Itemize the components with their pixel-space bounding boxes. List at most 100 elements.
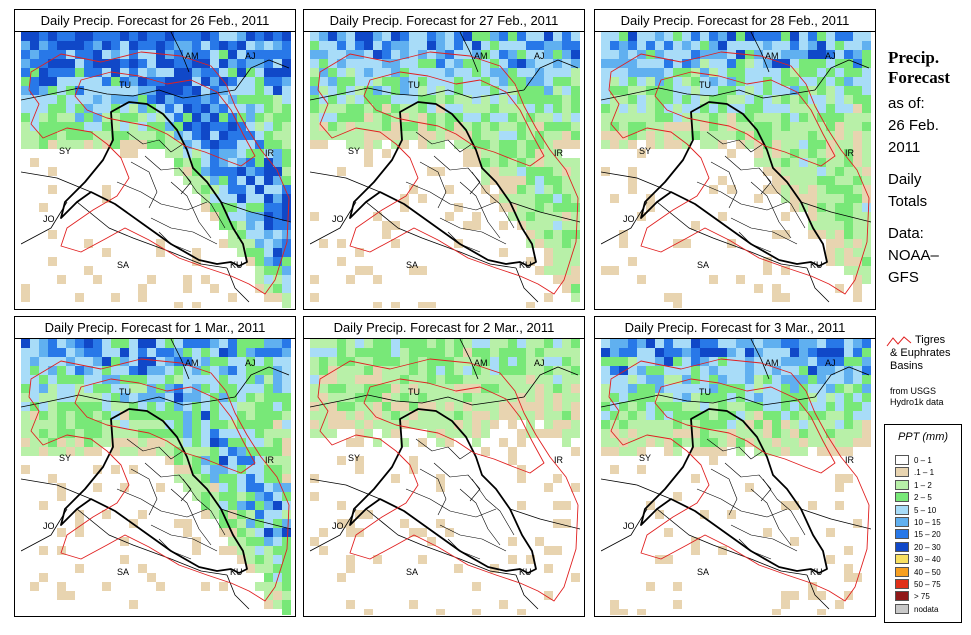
forecast-info: Precip. Forecast as of: 26 Feb. 2011 Dai…: [888, 48, 968, 288]
legend-label: 30 – 40: [914, 555, 941, 565]
country-label: JO: [623, 521, 635, 531]
legend-item: 30 – 40: [895, 554, 961, 565]
legend-label: 2 – 5: [914, 493, 932, 503]
country-label: SA: [697, 260, 709, 270]
country-label: JO: [332, 521, 344, 531]
legend-item: 50 – 75: [895, 579, 961, 590]
precip-grid: [21, 32, 291, 308]
panel-title: Daily Precip. Forecast for 26 Feb., 2011: [15, 10, 295, 32]
country-label: AJ: [825, 358, 836, 368]
country-label: SA: [406, 260, 418, 270]
forecast-panel-4: Daily Precip. Forecast for 1 Mar., 2011 …: [14, 316, 296, 617]
daily-line-1: Daily: [888, 171, 922, 188]
country-label: SY: [639, 453, 651, 463]
precip-grid: [310, 339, 580, 615]
country-label: KU: [519, 567, 532, 577]
forecast-map: AM AJ TU SY IR JO SA KU: [601, 339, 871, 615]
basin-label-1: Tigres: [915, 334, 946, 346]
map-boundaries: [601, 339, 871, 610]
country-label: JO: [623, 214, 635, 224]
legend-item: 0 – 1: [895, 455, 961, 466]
precip-grid: [601, 339, 871, 615]
legend-item: > 75: [895, 591, 961, 602]
forecast-map: AM AJ TU SY IR JO SA KU: [310, 339, 580, 615]
legend-item: 20 – 30: [895, 541, 961, 553]
panel-title: Daily Precip. Forecast for 3 Mar., 2011: [595, 317, 875, 339]
asof-date-2: 2011: [888, 139, 921, 156]
data-line-2: NOAA–: [888, 247, 939, 264]
legend-swatch: [895, 529, 909, 540]
map-boundaries: [310, 32, 580, 303]
legend-swatch: [895, 541, 909, 552]
country-label: IR: [845, 455, 855, 465]
country-label: SA: [406, 567, 418, 577]
data-line-1: Data:: [888, 225, 924, 242]
country-label: SY: [348, 146, 360, 156]
legend-label: 15 – 20: [914, 530, 941, 540]
country-label: KU: [810, 567, 823, 577]
legend-swatch: [895, 467, 909, 478]
forecast-map: AM AJ TU SY IR JO SA KU: [21, 339, 291, 615]
legend-swatch: [895, 603, 909, 614]
daily-line-2: Totals: [888, 193, 928, 210]
country-label: AM: [765, 358, 779, 368]
country-label: TU: [119, 387, 131, 397]
country-label: KU: [810, 260, 823, 270]
legend-label: > 75: [914, 592, 930, 602]
panel-title: Daily Precip. Forecast for 27 Feb., 2011: [304, 10, 584, 32]
country-label: SY: [639, 146, 651, 156]
legend-label: 10 – 15: [914, 518, 941, 527]
legend-label: 50 – 75: [914, 580, 941, 589]
map-boundaries: [310, 339, 580, 610]
map-boundaries: [601, 32, 871, 303]
forecast-map: AM AJ TU SY IR JO SA KU: [310, 32, 580, 308]
country-label: AM: [185, 51, 199, 61]
panel-title: Daily Precip. Forecast for 1 Mar., 2011: [15, 317, 295, 339]
basin-line-icon: [886, 336, 912, 347]
panel-title: Daily Precip. Forecast for 28 Feb., 2011: [595, 10, 875, 32]
basin-label-3: from USGS Hydro1k data: [890, 386, 944, 407]
country-label: IR: [265, 148, 275, 158]
legend-item: 5 – 10: [895, 504, 961, 516]
legend-label: 5 – 10: [914, 505, 937, 515]
map-boundaries: [21, 32, 291, 303]
title-line-1: Precip.: [888, 48, 940, 67]
ppt-legend-title: PPT (mm): [897, 431, 949, 443]
country-label: SY: [59, 146, 71, 156]
precip-grid: [601, 32, 871, 308]
country-label: AM: [474, 358, 488, 368]
legend-item: nodata: [895, 603, 961, 615]
country-label: AJ: [245, 51, 256, 61]
legend-label: .1 – 1: [914, 468, 935, 478]
country-label: TU: [408, 80, 420, 90]
title-line-2: Forecast: [888, 68, 950, 87]
country-label: SA: [117, 567, 129, 577]
legend-item: .1 – 1: [895, 467, 961, 478]
country-label: SY: [348, 453, 360, 463]
legend-swatch: [895, 579, 909, 589]
country-label: IR: [554, 148, 564, 158]
country-label: IR: [554, 455, 564, 465]
country-label: IR: [845, 148, 855, 158]
country-label: JO: [43, 521, 55, 531]
asof-label: as of:: [888, 95, 925, 112]
country-label: IR: [265, 455, 275, 465]
precip-grid: [310, 32, 580, 308]
forecast-panel-3: Daily Precip. Forecast for 28 Feb., 2011…: [594, 9, 876, 310]
legend-swatch: [895, 566, 909, 577]
legend-label: 20 – 30: [914, 542, 941, 552]
legend-item: 15 – 20: [895, 529, 961, 540]
country-label: JO: [332, 214, 344, 224]
forecast-map: AM AJ TU SY IR JO SA KU: [601, 32, 871, 308]
legend-item: 1 – 2: [895, 479, 961, 491]
legend-swatch: [895, 517, 909, 527]
forecast-panel-5: Daily Precip. Forecast for 2 Mar., 2011 …: [303, 316, 585, 617]
country-label: AJ: [534, 358, 545, 368]
legend-swatch: [895, 591, 909, 602]
legend-label: 1 – 2: [914, 480, 932, 490]
country-label: SA: [697, 567, 709, 577]
forecast-panel-6: Daily Precip. Forecast for 3 Mar., 2011 …: [594, 316, 876, 617]
legend-item: 10 – 15: [895, 517, 961, 528]
forecast-panel-1: Daily Precip. Forecast for 26 Feb., 2011…: [14, 9, 296, 310]
forecast-map: AM AJ TU SY IR JO SA KU: [21, 32, 291, 308]
